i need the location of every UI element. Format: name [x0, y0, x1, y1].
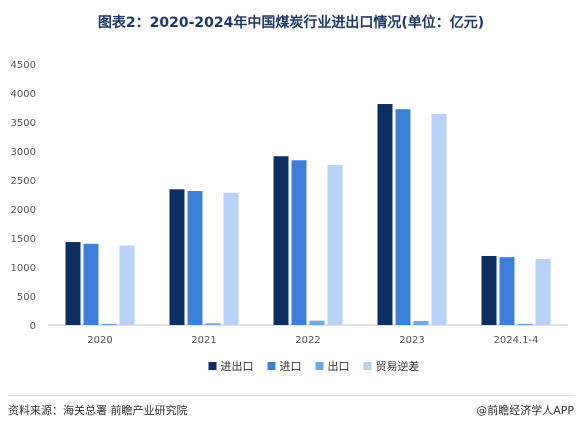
y-tick-label: 1000	[11, 263, 36, 274]
x-tick-label: 2024.1-4	[494, 335, 539, 346]
bar	[499, 257, 515, 325]
bar	[223, 192, 239, 325]
y-tick-label: 4000	[11, 89, 36, 100]
y-tick-label: 1500	[11, 234, 36, 245]
y-tick-label: 2000	[11, 205, 36, 216]
bar	[327, 164, 343, 325]
bar	[481, 255, 497, 325]
bar	[291, 160, 307, 325]
legend-label: 出口	[328, 359, 350, 373]
legend-label: 贸易逆差	[376, 359, 420, 373]
bar	[309, 320, 325, 325]
x-tick-label: 2022	[295, 335, 320, 346]
bar	[169, 189, 185, 325]
x-axis-ticks: 2020 2021 2022 2023 2024.1-4	[87, 335, 538, 346]
bar	[517, 323, 533, 325]
chart-title: 图表2：2020-2024年中国煤炭行业进出口情况(单位：亿元)	[97, 15, 485, 31]
bar	[535, 258, 551, 325]
x-tick-label: 2021	[191, 335, 216, 346]
legend-label: 进出口	[221, 359, 254, 373]
y-tick-label: 3000	[11, 147, 36, 158]
bar	[119, 245, 135, 325]
bar	[101, 323, 117, 325]
bars	[65, 104, 551, 326]
bar	[205, 323, 221, 325]
bar	[413, 320, 429, 325]
y-axis-ticks: 0 500 1000 1500 2000 2500 3000 3500 4000 4500	[11, 60, 36, 332]
legend: 进出口 进口 出口 贸易逆差	[208, 359, 420, 373]
bar	[187, 191, 203, 325]
bar	[273, 156, 289, 325]
legend-swatch	[363, 362, 372, 370]
bar	[395, 109, 411, 326]
source-note: 资料来源：海关总署 前瞻产业研究院	[8, 404, 188, 417]
bar	[65, 242, 81, 325]
x-tick-label: 2023	[399, 335, 424, 346]
legend-label: 进口	[280, 360, 302, 373]
bar	[431, 113, 447, 325]
credit-note: @前瞻经济学人APP	[476, 404, 574, 417]
y-tick-label: 3500	[11, 118, 36, 129]
y-tick-label: 0	[30, 321, 36, 332]
bar	[83, 243, 99, 325]
x-tick-label: 2020	[87, 335, 112, 346]
y-tick-label: 500	[17, 292, 36, 303]
footer-divider	[8, 395, 574, 396]
y-tick-label: 2500	[11, 176, 36, 187]
legend-swatch	[315, 362, 324, 370]
legend-swatch	[208, 362, 217, 370]
bar	[377, 104, 393, 326]
y-tick-label: 4500	[11, 60, 36, 71]
legend-swatch	[267, 362, 276, 370]
